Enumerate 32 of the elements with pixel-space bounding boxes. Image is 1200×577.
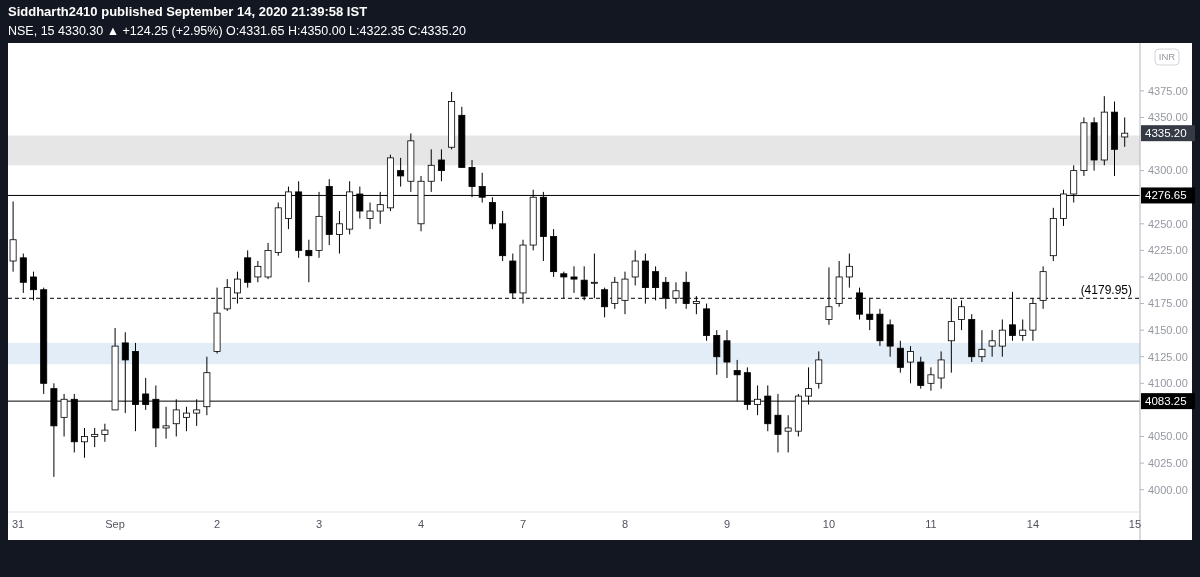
text: 4335.20 (1145, 127, 1187, 140)
y-tick-label: 4150.00 (1148, 323, 1188, 336)
y-tick-label: 4250.00 (1148, 217, 1188, 230)
y-tick-label: 4000.00 (1148, 483, 1188, 496)
x-tick-label: 8 (621, 518, 629, 530)
x-tick-label: 10 (822, 518, 836, 530)
text: INR (1158, 51, 1176, 63)
x-tick-label: 31 (11, 518, 25, 530)
x-tick-label: 4 (417, 518, 425, 530)
x-tick-label: 3 (315, 518, 323, 530)
x-tick-label: 14 (1026, 518, 1040, 530)
y-tick-label: 4350.00 (1148, 111, 1188, 124)
y-tick-label: 4050.00 (1148, 430, 1188, 443)
y-tick-label: 4100.00 (1148, 377, 1188, 390)
ref-line-label: 4276.65 (1145, 189, 1187, 202)
x-tick-label: 9 (723, 518, 731, 530)
x-tick-label: 2 (214, 518, 221, 530)
x-tick-label: 7 (519, 518, 527, 530)
y-tick-label: 4375.00 (1148, 84, 1188, 97)
y-tick-label: 4175.00 (1148, 297, 1188, 310)
y-tick-label: 4025.00 (1148, 456, 1188, 469)
x-tick-label: 11 (925, 518, 937, 530)
x-tick-label: 15 (1128, 518, 1142, 530)
ref-line-label: 4083.25 (1145, 395, 1187, 408)
x-tick-label: Sep (105, 518, 125, 530)
y-tick-label: 4300.00 (1148, 164, 1188, 177)
ref-line-label: (4179.95) (1080, 283, 1132, 298)
y-tick-label: 4225.00 (1148, 244, 1188, 257)
y-tick-label: 4125.00 (1148, 350, 1188, 363)
chart-title: Siddharth2410 published September 14, 2020 21:39:58 IST (8, 4, 368, 19)
chart-subtitle: NSE, 15 4330.30 ▲ +124.25 (+2.95%) O:4331.65 H:4350.00 L:4322.35 C:4335.20 (8, 24, 466, 38)
y-tick-label: 4200.00 (1148, 270, 1188, 283)
